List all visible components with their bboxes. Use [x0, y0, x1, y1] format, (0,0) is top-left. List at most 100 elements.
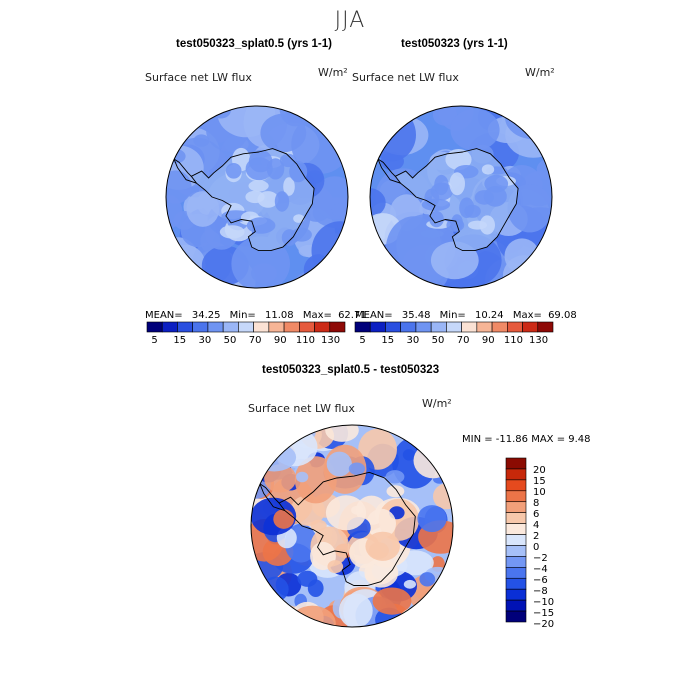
panel2-max-value: 69.08 [548, 310, 577, 321]
panel2-colorbar-swatch [430, 321, 447, 333]
panel1-land-patch [293, 214, 305, 223]
panel3-map-border [250, 424, 454, 628]
panel1-max-value: 62.71 [338, 310, 367, 321]
panel2-colorbar-swatch [537, 321, 554, 333]
panel2-title: test050323 (yrs 1-1) [401, 38, 508, 50]
panel2-mean-label: MEAN= [355, 310, 393, 321]
panel1-field-patch [166, 255, 183, 277]
panel2-units-label: W/m² [525, 66, 555, 79]
panel3-colorbar-tick-label: −6 [533, 574, 548, 586]
panel3-field-patch [348, 462, 365, 475]
panel3-field-patch [251, 610, 279, 627]
panel1-colorbar-swatch [238, 321, 254, 333]
panel3-colorbar-tick-label: −15 [533, 607, 555, 619]
panel1-field-patch [193, 134, 210, 147]
panel2-field-patch [379, 106, 406, 120]
panel2-land-patch [464, 204, 481, 218]
panel1-colorbar-tick-label: 5 [151, 335, 158, 346]
panel3-field-patch [251, 425, 278, 468]
panel2-field-patch [505, 111, 552, 158]
panel2-land-patch [449, 172, 465, 196]
panel3-colorbar-swatch [505, 545, 527, 557]
panel1-land-patch [219, 225, 245, 239]
panel3-field-patch [433, 443, 453, 467]
panel2-colorbar-tick-label: 15 [381, 335, 395, 346]
panel2-colorbar-swatch [491, 321, 508, 333]
panel3-field-patch [295, 471, 309, 483]
panel3-field-patch [251, 462, 264, 476]
panel1-land-patch [248, 149, 273, 173]
panel3-units-label: W/m² [422, 397, 452, 410]
panel2-land-patch [430, 182, 453, 201]
panel2-field-patch [450, 108, 500, 151]
panel1-field-patch [166, 111, 189, 140]
panel3-colorbar [505, 457, 527, 623]
panel2-colorbar-swatch [385, 321, 401, 333]
panel3-field-patch [368, 542, 389, 559]
panel1-colorbar-swatch [283, 321, 300, 333]
panel3-colorbar-swatch [505, 567, 527, 579]
panel2-max-label: Max= [512, 310, 542, 321]
panel3-field-patch [273, 509, 295, 529]
panel3-field-patch [372, 587, 412, 615]
panel1-colorbar-swatch [268, 321, 285, 333]
panel3-field-patch [403, 579, 416, 589]
panel3-coastline [278, 471, 416, 586]
panel1-max-label: Max= [302, 310, 332, 321]
panel3-field-patch [442, 617, 453, 627]
panel2-land-patch [479, 215, 495, 235]
panel3-colorbar-swatch [505, 468, 527, 481]
panel3-stats: MIN = -11.86 MAX = 9.48 [462, 434, 591, 445]
panel3-field-patch [413, 442, 453, 479]
panel2-field-patch [513, 274, 537, 288]
panel3-colorbar-tick-label: 8 [533, 498, 540, 510]
panel1-field-patch [311, 221, 348, 281]
panel1-mean-label: MEAN= [145, 310, 183, 321]
panel3-field-patch [433, 592, 453, 627]
panel3-colorbar-tick-label: 10 [533, 487, 546, 499]
panel3-polar-map [250, 424, 454, 628]
panel1-colorbar-swatch [299, 321, 315, 333]
panel1-stats: MEAN= 34.25 Min= 11.08 Max= 62.71 [145, 310, 367, 321]
panel2-stats: MEAN= 35.48 Min= 10.24 Max= 69.08 [355, 310, 577, 321]
panel3-colorbar-swatch [505, 534, 527, 546]
panel1-colorbar-tick-label: 70 [248, 335, 262, 346]
panel1-land-patch [257, 191, 279, 208]
panel2-polar-map [369, 105, 553, 289]
panel3-field-patch [260, 603, 286, 627]
panel1-map-border [165, 105, 349, 289]
panel3-field-patch [297, 570, 318, 587]
panel1-colorbar-swatch [177, 321, 193, 333]
panel1-title: test050323_splat0.5 (yrs 1-1) [176, 38, 332, 50]
panel2-colorbar-swatch [461, 321, 478, 333]
panel1-min-value: 11.08 [264, 310, 294, 321]
panel3-field-patch [432, 596, 453, 617]
panel1-mean-value: 34.25 [191, 310, 221, 321]
panel3-field-patch [327, 560, 344, 574]
panel2-colorbar-swatch [354, 321, 371, 333]
panel1-colorbar-swatch [253, 321, 270, 333]
panel2-colorbar-tick-label: 130 [528, 335, 549, 346]
panel3-colorbar-tick-label: −8 [533, 585, 548, 597]
panel3-title: test050323_splat0.5 - test050323 [262, 364, 440, 376]
panel2-colorbar-tick-label: 110 [503, 335, 523, 346]
panel3-colorbar-swatch [505, 490, 527, 503]
panel2-variable-label: Surface net LW flux [352, 71, 459, 84]
panel2-colorbar-swatch [369, 321, 386, 333]
panel1-land-patch [266, 158, 285, 180]
panel1-coastline [190, 148, 315, 252]
panel1-land-patch [225, 163, 242, 179]
panel2-colorbar-swatch [476, 321, 493, 333]
panel3-colorbar-tick-label: 2 [533, 531, 540, 543]
panel3-colorbar-tick-label: 0 [533, 542, 540, 553]
panel2-field-patch [370, 108, 416, 162]
panel3-field-patch [325, 425, 359, 442]
panel3-field-patch [338, 593, 373, 627]
panel3-colorbar-tick-label: −20 [533, 618, 555, 630]
panel2-land-patch [429, 210, 444, 228]
panel2-field-patch [370, 188, 386, 218]
panel1-colorbar-swatch [207, 321, 224, 333]
panel1-colorbar [146, 321, 346, 333]
panel1-field-patch [331, 203, 348, 217]
panel2-land-patch [468, 220, 487, 230]
